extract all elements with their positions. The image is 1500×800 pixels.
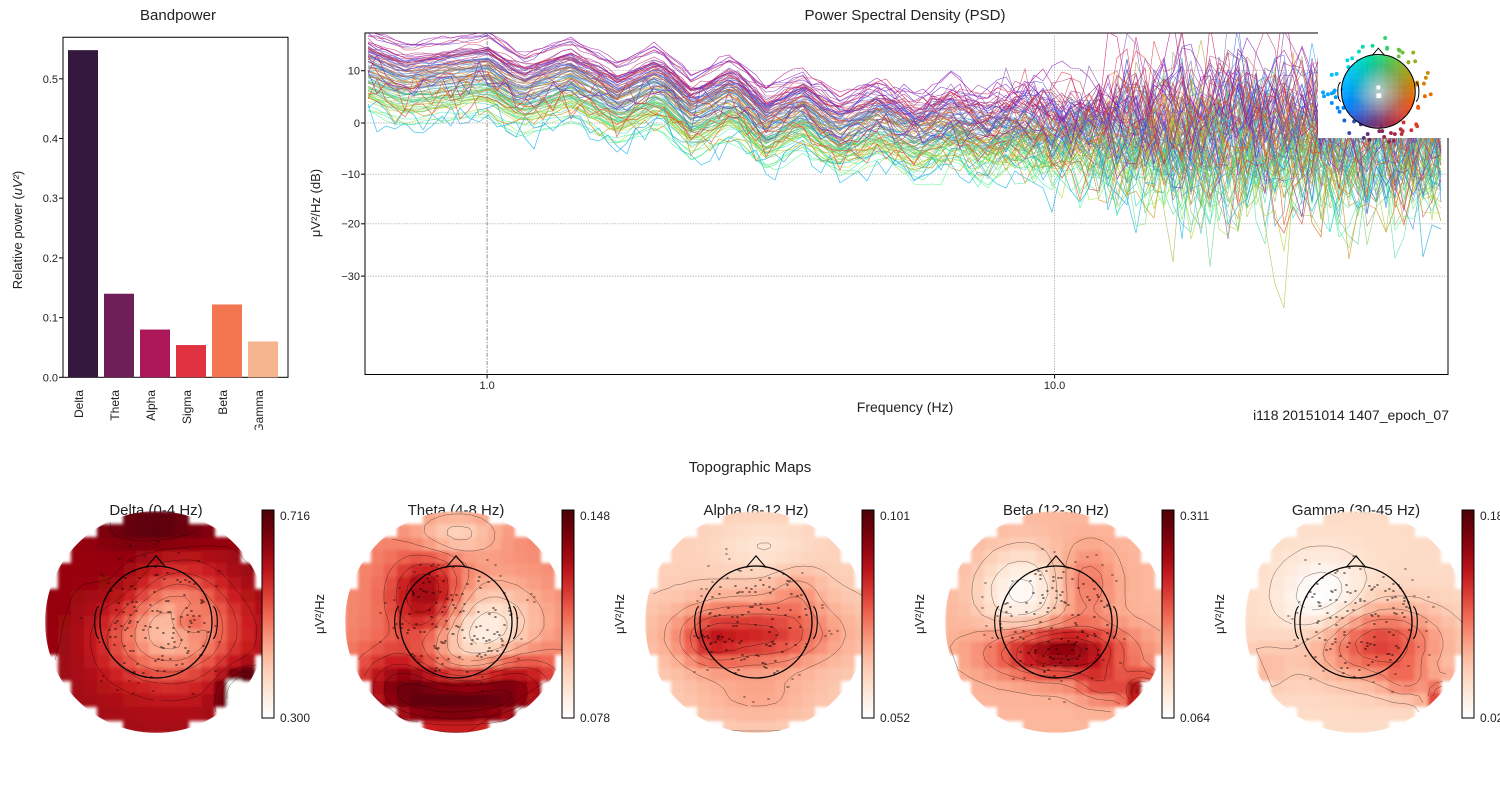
svg-text:−20: −20 — [341, 219, 360, 231]
svg-text:Theta: Theta — [108, 390, 122, 421]
svg-text:Beta: Beta — [216, 390, 230, 415]
svg-text:10.0: 10.0 — [1044, 380, 1065, 392]
svg-text:i118 20151014 1407_epoch_07: i118 20151014 1407_epoch_07 — [1253, 407, 1449, 423]
svg-text:−30: −30 — [341, 271, 360, 283]
svg-text:μV²/Hz (dB): μV²/Hz (dB) — [310, 169, 323, 237]
svg-text:Bandpower: Bandpower — [140, 7, 216, 24]
svg-text:1.0: 1.0 — [479, 380, 494, 392]
svg-text:Sigma: Sigma — [180, 390, 194, 424]
svg-text:0.3: 0.3 — [43, 193, 58, 205]
svg-text:Power Spectral Density (PSD): Power Spectral Density (PSD) — [805, 7, 1006, 24]
svg-text:−10: −10 — [341, 169, 360, 181]
svg-text:Gamma: Gamma — [252, 390, 266, 430]
svg-text:0.4: 0.4 — [43, 134, 58, 146]
svg-text:0.5: 0.5 — [43, 74, 58, 86]
svg-text:10: 10 — [348, 66, 360, 78]
svg-text:Topographic Maps: Topographic Maps — [689, 459, 812, 476]
svg-text:Relative power (uV²): Relative power (uV²) — [10, 171, 25, 290]
svg-text:Delta: Delta — [72, 390, 86, 418]
svg-text:0.2: 0.2 — [43, 253, 58, 265]
svg-text:0.189: 0.189 — [1480, 509, 1500, 523]
svg-text:0.1: 0.1 — [43, 313, 58, 325]
svg-text:Alpha: Alpha — [144, 390, 158, 421]
svg-text:0.022: 0.022 — [1480, 711, 1500, 725]
svg-text:Frequency (Hz): Frequency (Hz) — [857, 399, 953, 415]
svg-text:0.0: 0.0 — [43, 372, 58, 384]
svg-text:0: 0 — [354, 118, 360, 130]
